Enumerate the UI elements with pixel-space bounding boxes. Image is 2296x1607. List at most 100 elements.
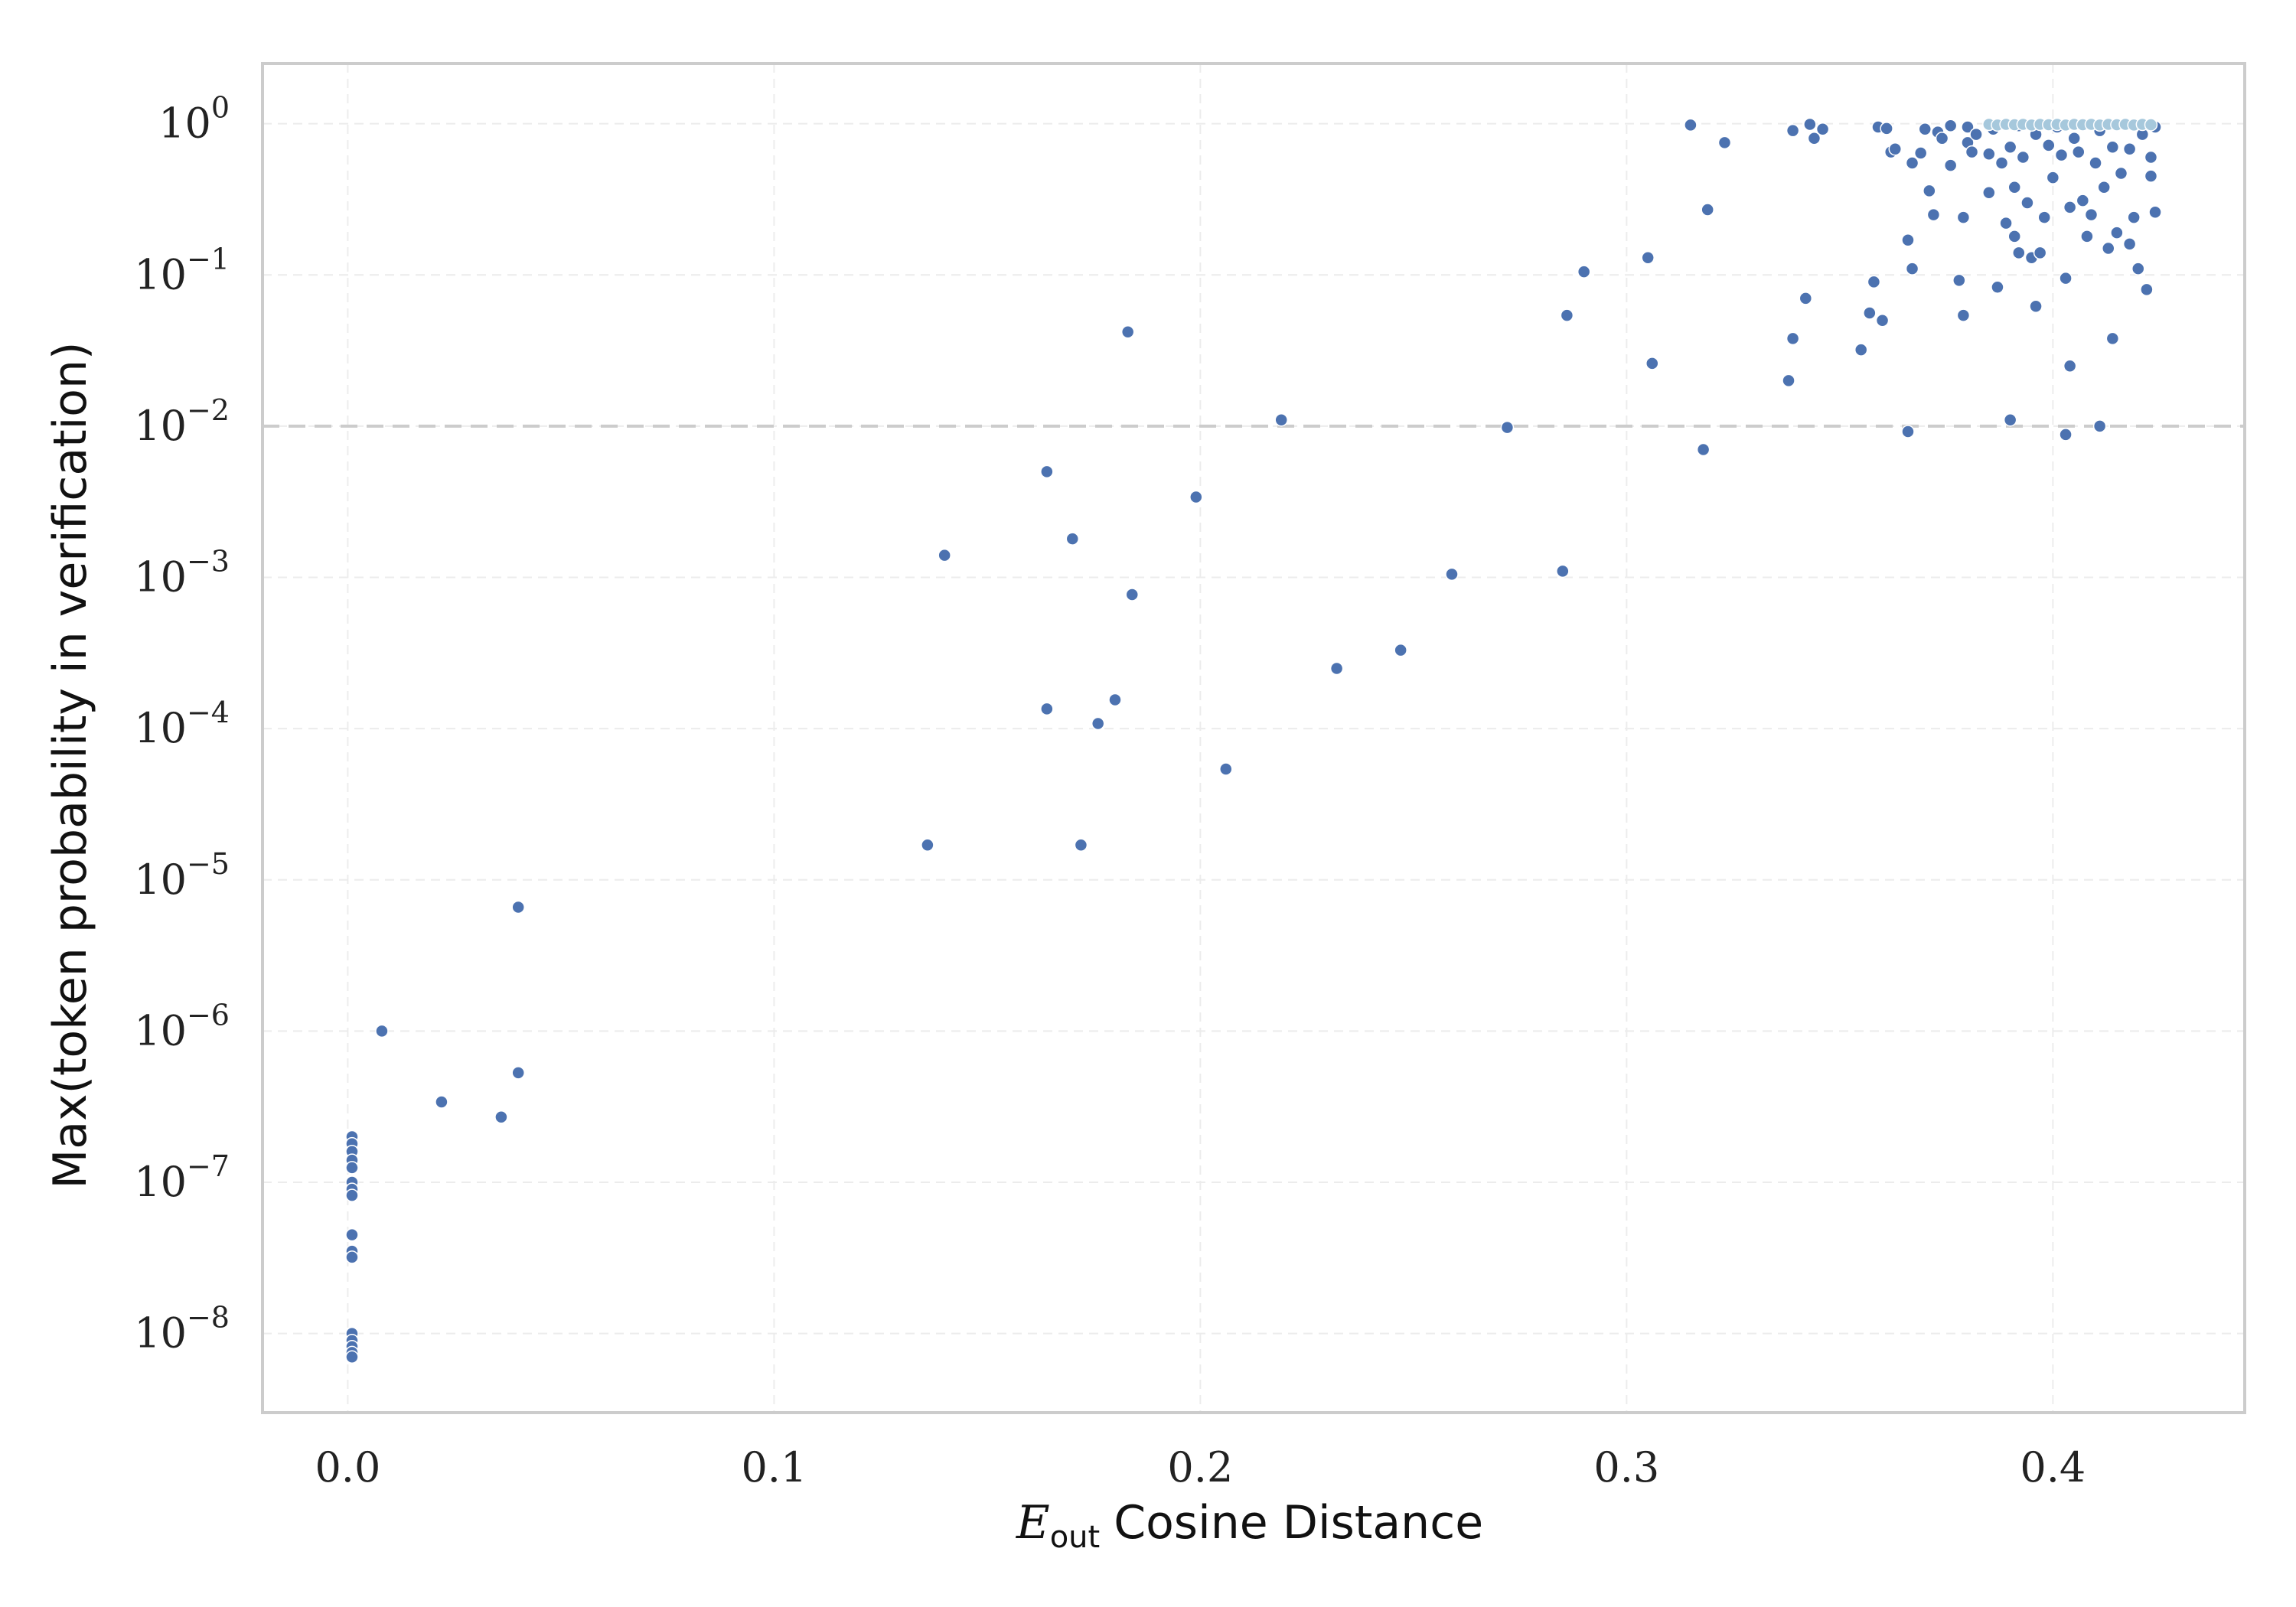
data-point bbox=[1274, 412, 1288, 427]
data-point bbox=[1956, 308, 1971, 322]
y-tick-label: 10−5 bbox=[134, 847, 230, 904]
data-point bbox=[1923, 184, 1936, 198]
data-point bbox=[2110, 226, 2124, 240]
data-point bbox=[435, 1095, 448, 1109]
data-point bbox=[1815, 122, 1830, 136]
data-point bbox=[2084, 207, 2099, 222]
data-point bbox=[1189, 490, 1203, 504]
data-point bbox=[1994, 156, 2009, 170]
y-tick-label: 10−2 bbox=[134, 393, 230, 450]
data-point bbox=[345, 1250, 359, 1264]
data-point bbox=[1108, 693, 1122, 707]
data-point bbox=[2037, 210, 2051, 224]
data-point bbox=[1901, 425, 1915, 438]
data-point bbox=[1125, 588, 1140, 601]
data-point bbox=[1918, 122, 1932, 136]
data-point bbox=[345, 1188, 359, 1202]
data-point bbox=[2122, 237, 2137, 251]
data-point bbox=[1696, 442, 1711, 457]
data-point bbox=[2003, 412, 2017, 427]
data-point bbox=[1905, 156, 1919, 170]
data-point bbox=[1560, 308, 1574, 322]
data-point bbox=[2016, 150, 2030, 165]
y-tick-label: 10−3 bbox=[134, 545, 230, 601]
data-point bbox=[2148, 205, 2162, 220]
data-point bbox=[2114, 166, 2128, 181]
x-tick-label: 0.1 bbox=[741, 1443, 807, 1491]
data-point bbox=[494, 1110, 508, 1124]
y-tick-label: 10−6 bbox=[134, 998, 230, 1054]
data-point bbox=[2042, 139, 2056, 152]
x-axis-label-symbol: E bbox=[1016, 1496, 1050, 1550]
data-point bbox=[2059, 271, 2073, 285]
y-tick-label: 10−8 bbox=[134, 1301, 230, 1358]
data-point bbox=[1854, 343, 1868, 357]
data-point bbox=[1880, 122, 1893, 135]
data-point bbox=[1786, 123, 1800, 138]
data-point bbox=[938, 548, 951, 562]
data-point bbox=[1074, 838, 1088, 852]
data-point bbox=[511, 1066, 525, 1080]
data-point bbox=[511, 900, 525, 914]
data-point bbox=[1875, 314, 1890, 328]
data-point bbox=[1120, 324, 1135, 339]
data-point bbox=[1943, 158, 1958, 172]
data-point bbox=[1888, 142, 1903, 156]
data-point bbox=[2007, 230, 2021, 243]
x-tick-label: 0.3 bbox=[1593, 1443, 1659, 1491]
data-point bbox=[1684, 118, 1698, 132]
data-points bbox=[345, 117, 2162, 1364]
data-point bbox=[2102, 241, 2115, 256]
data-point bbox=[1394, 643, 1407, 657]
y-tick-label: 10−1 bbox=[134, 242, 230, 298]
data-point bbox=[2007, 180, 2021, 194]
data-point bbox=[2122, 142, 2137, 156]
data-point bbox=[1956, 210, 1971, 224]
data-point bbox=[1969, 127, 1983, 142]
data-point bbox=[1905, 262, 1919, 275]
data-point bbox=[1807, 132, 1821, 145]
data-point bbox=[2080, 230, 2094, 243]
data-point bbox=[2033, 246, 2047, 260]
data-point bbox=[1040, 702, 1054, 716]
data-point bbox=[1926, 207, 1941, 222]
data-point bbox=[345, 1227, 359, 1242]
data-point bbox=[1913, 146, 1928, 160]
dense-data-point bbox=[2144, 118, 2158, 132]
data-point bbox=[1867, 275, 1881, 289]
data-point bbox=[1219, 762, 1233, 776]
data-point bbox=[1935, 132, 1949, 145]
data-point bbox=[2140, 282, 2154, 297]
data-point bbox=[345, 1350, 359, 1364]
data-point bbox=[2020, 196, 2034, 210]
x-axis-label-text: Cosine Distance bbox=[1114, 1496, 1483, 1550]
data-point bbox=[2003, 140, 2017, 155]
data-point bbox=[2067, 132, 2081, 145]
data-point bbox=[1863, 306, 1877, 320]
x-axis-label: Eout Cosine Distance bbox=[1016, 1496, 1483, 1555]
data-point bbox=[2127, 210, 2141, 224]
data-point bbox=[1701, 203, 1714, 217]
data-point bbox=[1982, 147, 1996, 161]
x-tick-labels: 0.0 0.1 0.2 0.3 0.4 bbox=[315, 1443, 2086, 1491]
data-point bbox=[1952, 273, 1966, 288]
data-point bbox=[1786, 331, 1800, 346]
data-point bbox=[1329, 661, 1344, 676]
x-axis-label-subscript: out bbox=[1050, 1520, 1101, 1555]
data-point bbox=[2144, 150, 2158, 165]
data-point bbox=[1982, 185, 1996, 200]
data-point bbox=[1091, 716, 1105, 731]
data-point bbox=[1065, 532, 1080, 546]
data-point bbox=[2059, 428, 2073, 442]
y-tick-label: 100 bbox=[158, 91, 230, 148]
data-point bbox=[1641, 251, 1655, 265]
data-point bbox=[2076, 194, 2090, 207]
data-point bbox=[1040, 464, 1054, 479]
data-point bbox=[1717, 135, 1732, 150]
data-point bbox=[2131, 262, 2145, 275]
data-point bbox=[2105, 140, 2120, 155]
data-point bbox=[1445, 567, 1459, 582]
data-point bbox=[2063, 200, 2077, 214]
data-point bbox=[1556, 564, 1570, 579]
